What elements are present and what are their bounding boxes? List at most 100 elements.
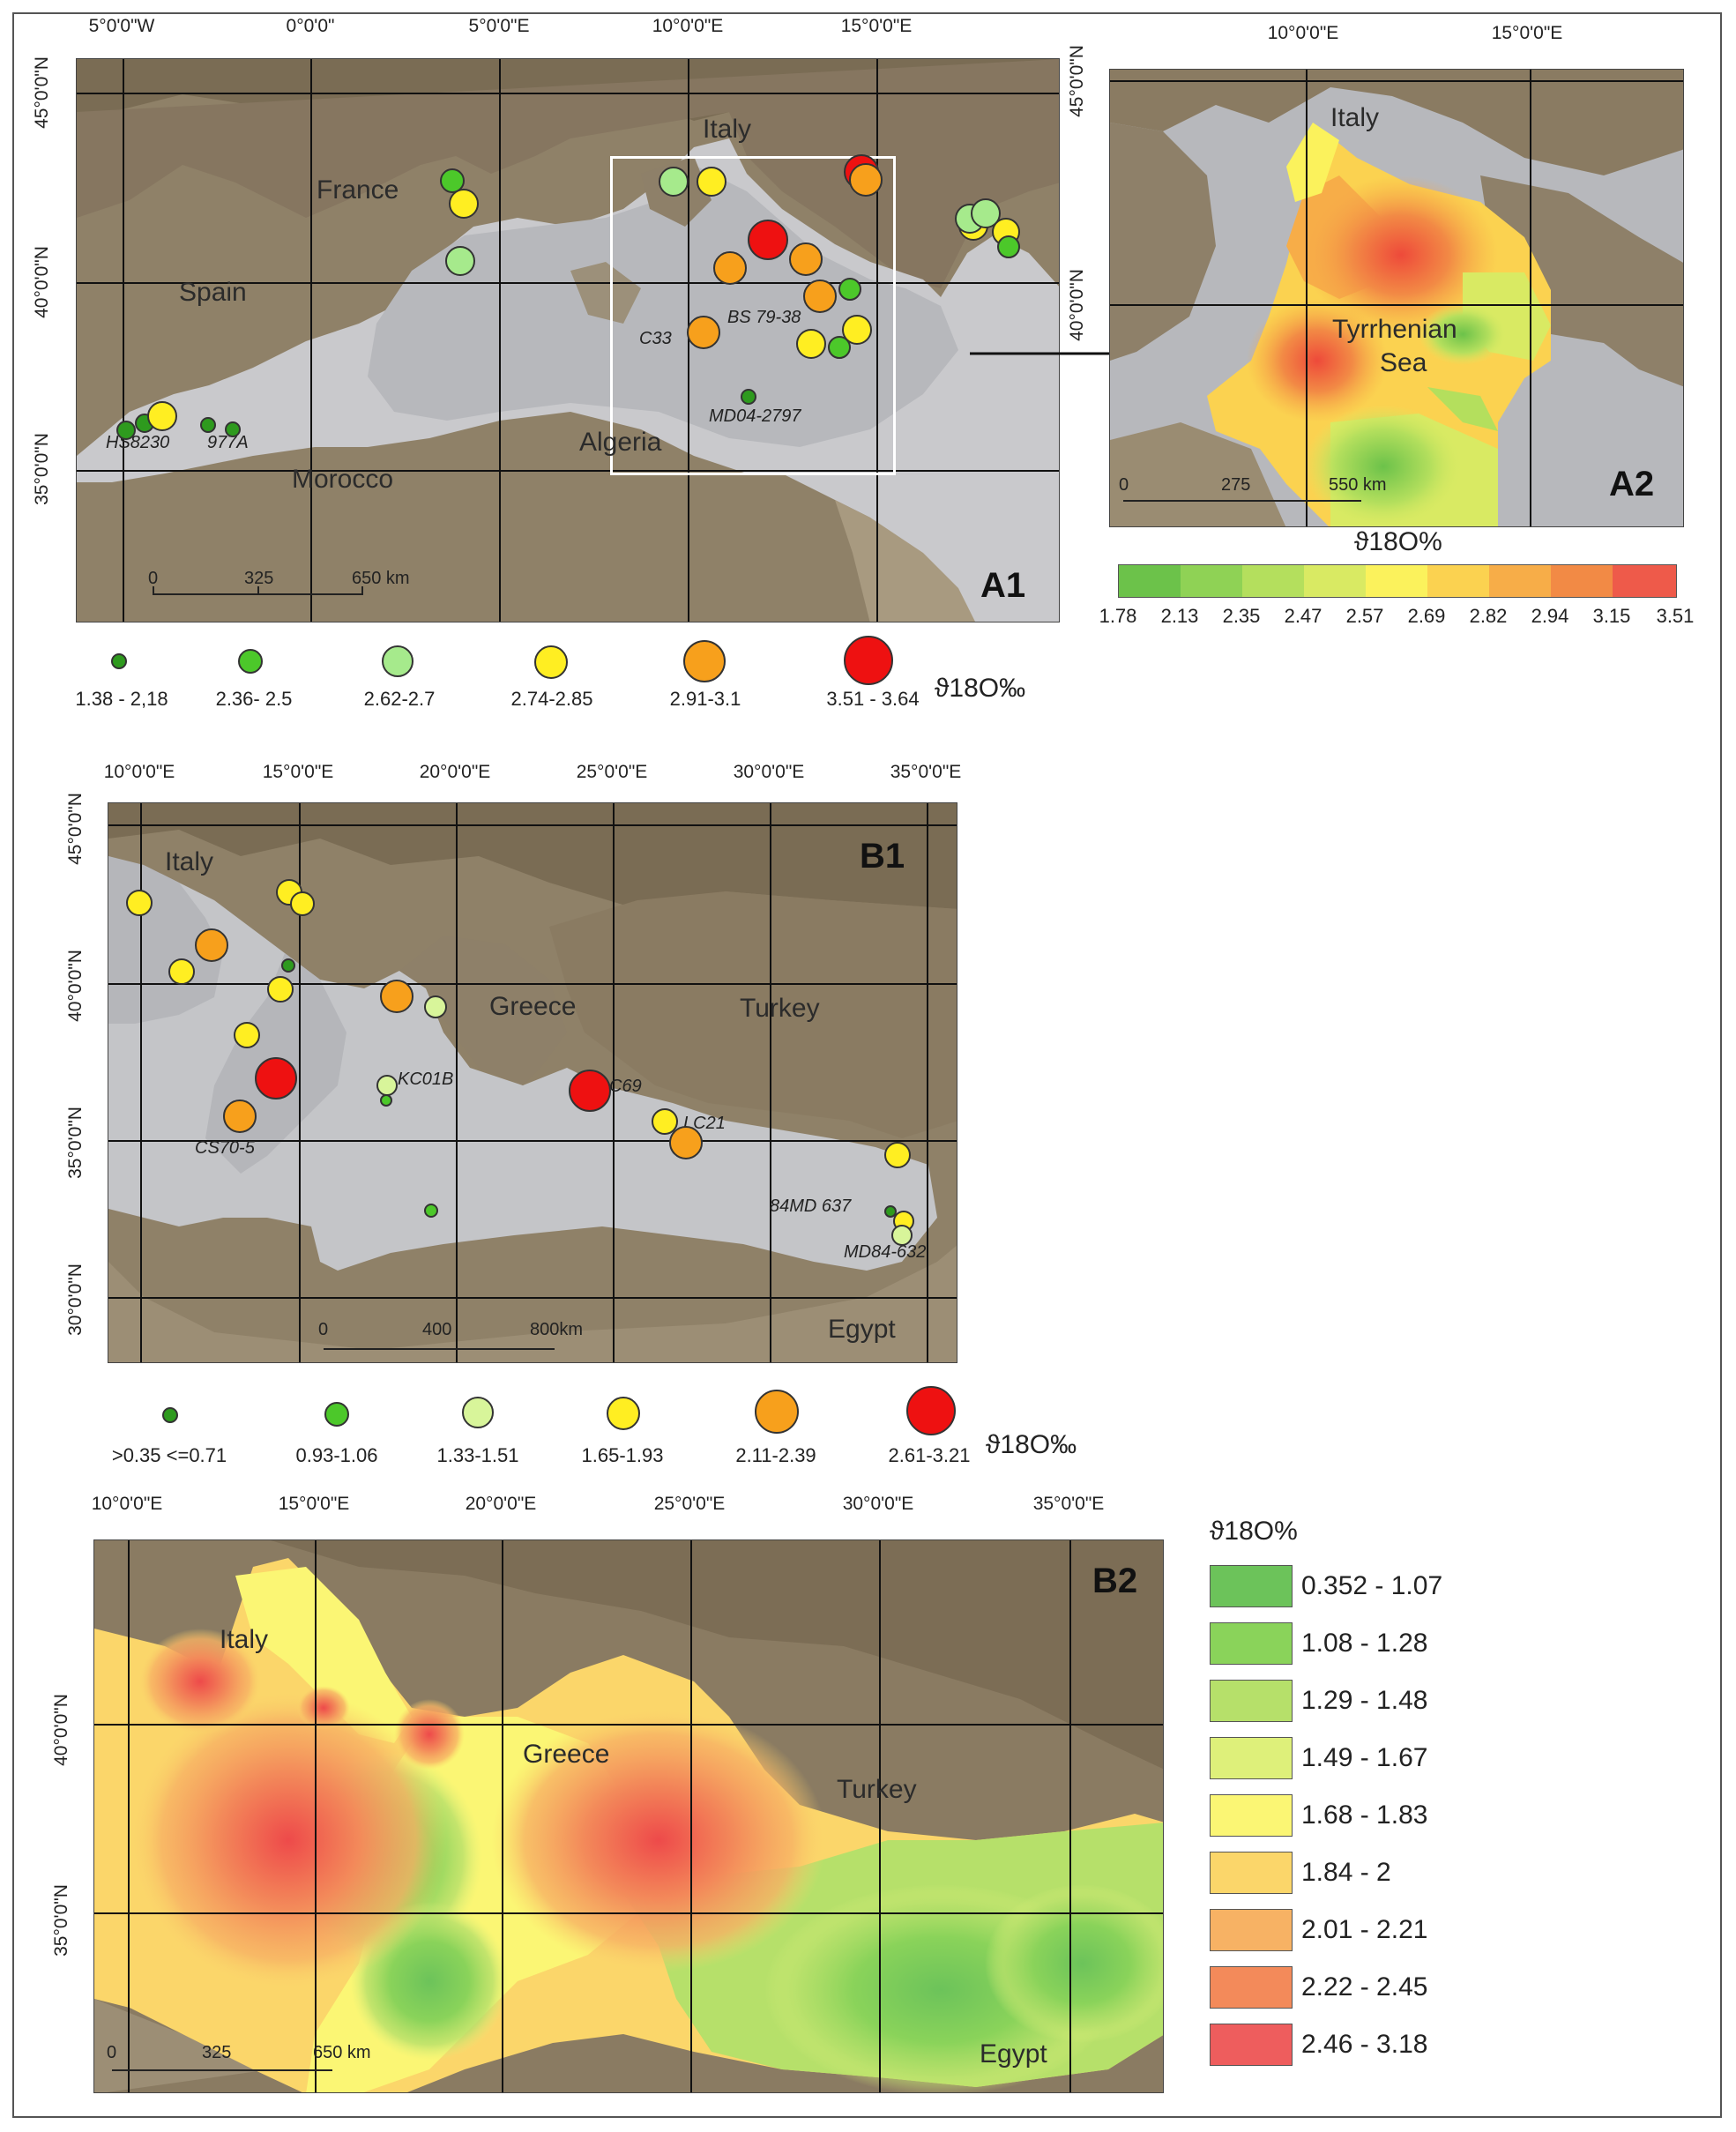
a1-core-label: C33 <box>639 329 672 348</box>
ramp-a2-swatch <box>1366 565 1428 597</box>
b1-meridian <box>456 803 458 1362</box>
b1-sample-point <box>168 958 195 985</box>
legend-b-label: 2.11-2.39 <box>735 1444 816 1466</box>
a1-sample-point <box>713 251 747 285</box>
b2-lon-label: 20°0'0"E <box>465 1494 537 1514</box>
map-b2: Italy Greece Turkey Egypt 0 325 650 km B… <box>93 1539 1164 2093</box>
legend-b2-swatch <box>1210 1622 1293 1665</box>
b1-scale-label: 400 <box>422 1320 452 1339</box>
b1-sample-point <box>234 1022 260 1048</box>
a2-lon-label: 10°0'0"E <box>1267 23 1339 43</box>
ramp-a2-swatch <box>1551 565 1613 597</box>
b1-parallel <box>108 983 957 985</box>
a1-sample-point <box>449 189 479 219</box>
b1-lat-label: 35°0'0"N <box>65 1107 86 1179</box>
map-b1: Italy Greece Turkey Egypt KC01B C69 LC21… <box>108 802 957 1363</box>
legend-b2-label: 2.22 - 2.45 <box>1301 1972 1428 2002</box>
legend-a-label: 1.38 - 2,18 <box>75 688 168 710</box>
figure-frame <box>12 12 1722 2118</box>
b1-sample-point <box>884 1205 897 1218</box>
b2-meridian <box>315 1540 317 2092</box>
b1-sample-point <box>290 891 315 916</box>
b1-sample-point <box>424 995 447 1018</box>
b1-core-label: 84MD 637 <box>770 1196 852 1216</box>
a2-place-label: Italy <box>1330 103 1380 132</box>
a1-meridian <box>499 59 501 622</box>
legend-a-symbol <box>238 649 263 674</box>
ramp-a2-swatch <box>1489 565 1552 597</box>
a2-scale-label: 275 <box>1221 475 1251 495</box>
legend-b2-label: 1.49 - 1.67 <box>1301 1743 1428 1772</box>
b2-place-label: Egypt <box>980 2039 1047 2069</box>
b1-core-label: MD84-632 <box>844 1242 927 1262</box>
a1-sample-point <box>200 417 216 433</box>
a2-scale-label: 550 km <box>1329 475 1387 495</box>
a1-parallel <box>77 470 1059 472</box>
a1-place-label: Italy <box>703 115 752 144</box>
ramp-a2-swatch <box>1242 565 1305 597</box>
a2-lat-label: 45°0'0"N <box>1067 45 1087 117</box>
legend-b-symbol <box>607 1397 640 1430</box>
a1-sample-point <box>849 163 883 197</box>
a2-scale-label: 0 <box>1119 475 1129 495</box>
b1-sample-point <box>424 1204 438 1218</box>
b1-place-label: Egypt <box>828 1315 896 1344</box>
a1-scale-label: 0 <box>148 569 159 588</box>
legend-a-symbol <box>382 645 414 677</box>
a1-core-label: HS8230 <box>106 433 170 452</box>
b1-lon-label: 35°0'0"E <box>890 762 962 782</box>
a1-sample-point <box>803 280 837 313</box>
b2-lon-label: 10°0'0"E <box>91 1494 163 1514</box>
b1-sample-point <box>255 1057 297 1100</box>
b1-meridian <box>299 803 301 1362</box>
a1-basemap <box>77 59 1059 622</box>
a1-sample-point <box>748 220 788 260</box>
a1-parallel <box>77 282 1059 284</box>
b2-lon-label: 30°0'0"E <box>842 1494 914 1514</box>
ramp-a2-break: 3.51 <box>1656 605 1695 627</box>
legend-b2-swatch <box>1210 1966 1293 2009</box>
a1-lon-label: 10°0'0"E <box>652 16 724 36</box>
a2-place-label: Sea <box>1380 348 1427 377</box>
a1-lat-label: 40°0'0"N <box>32 246 52 318</box>
b2-lon-label: 25°0'0"E <box>653 1494 726 1514</box>
b2-lat-label: 35°0'0"N <box>51 1884 71 1957</box>
a1-scale-tick <box>257 586 259 595</box>
a1-meridian <box>876 59 878 622</box>
b1-sample-point <box>267 976 294 1003</box>
a1-sample-point <box>997 235 1020 258</box>
b2-meridian <box>879 1540 881 2092</box>
b2-parallel <box>94 1912 1163 1914</box>
legend-b-symbol <box>906 1386 956 1435</box>
ramp-a2-swatch <box>1613 565 1676 597</box>
legend-a-symbol <box>534 645 568 679</box>
legend-b2-swatch <box>1210 1680 1293 1722</box>
legend-b2-title: ϑ18O% <box>1210 1517 1298 1546</box>
ramp-a2-break: 1.78 <box>1099 605 1137 627</box>
a1-lon-label: 5°0'0"W <box>88 16 155 36</box>
a1-scale-label: 325 <box>244 569 274 588</box>
b1-lon-label: 20°0'0"E <box>419 762 491 782</box>
ramp-a2-break: 2.57 <box>1345 605 1384 627</box>
a1-sample-point <box>147 401 177 431</box>
a1-sample-point <box>116 421 136 440</box>
b1-sample-point <box>376 1075 398 1096</box>
ramp-a2-break: 2.69 <box>1407 605 1446 627</box>
legend-b-symbol <box>462 1397 494 1428</box>
a1-meridian <box>123 59 124 622</box>
panel-label-b2: B2 <box>1092 1562 1138 1600</box>
a1-sample-point <box>697 167 726 197</box>
a1-sample-point <box>659 167 689 197</box>
legend-a-label: 2.74-2.85 <box>510 688 593 710</box>
legend-b2-swatch <box>1210 1794 1293 1837</box>
ramp-a2-swatch <box>1304 565 1367 597</box>
b1-parallel <box>108 1140 957 1142</box>
a1-meridian <box>310 59 312 622</box>
a1-place-label: Algeria <box>579 428 662 457</box>
b2-meridian <box>690 1540 692 2092</box>
b1-lat-label: 45°0'0"N <box>65 793 86 865</box>
legend-b2-label: 1.68 - 1.83 <box>1301 1800 1428 1830</box>
a1-sample-point <box>838 278 861 301</box>
b2-scale-label: 0 <box>107 2043 117 2062</box>
b2-meridian <box>1069 1540 1071 2092</box>
